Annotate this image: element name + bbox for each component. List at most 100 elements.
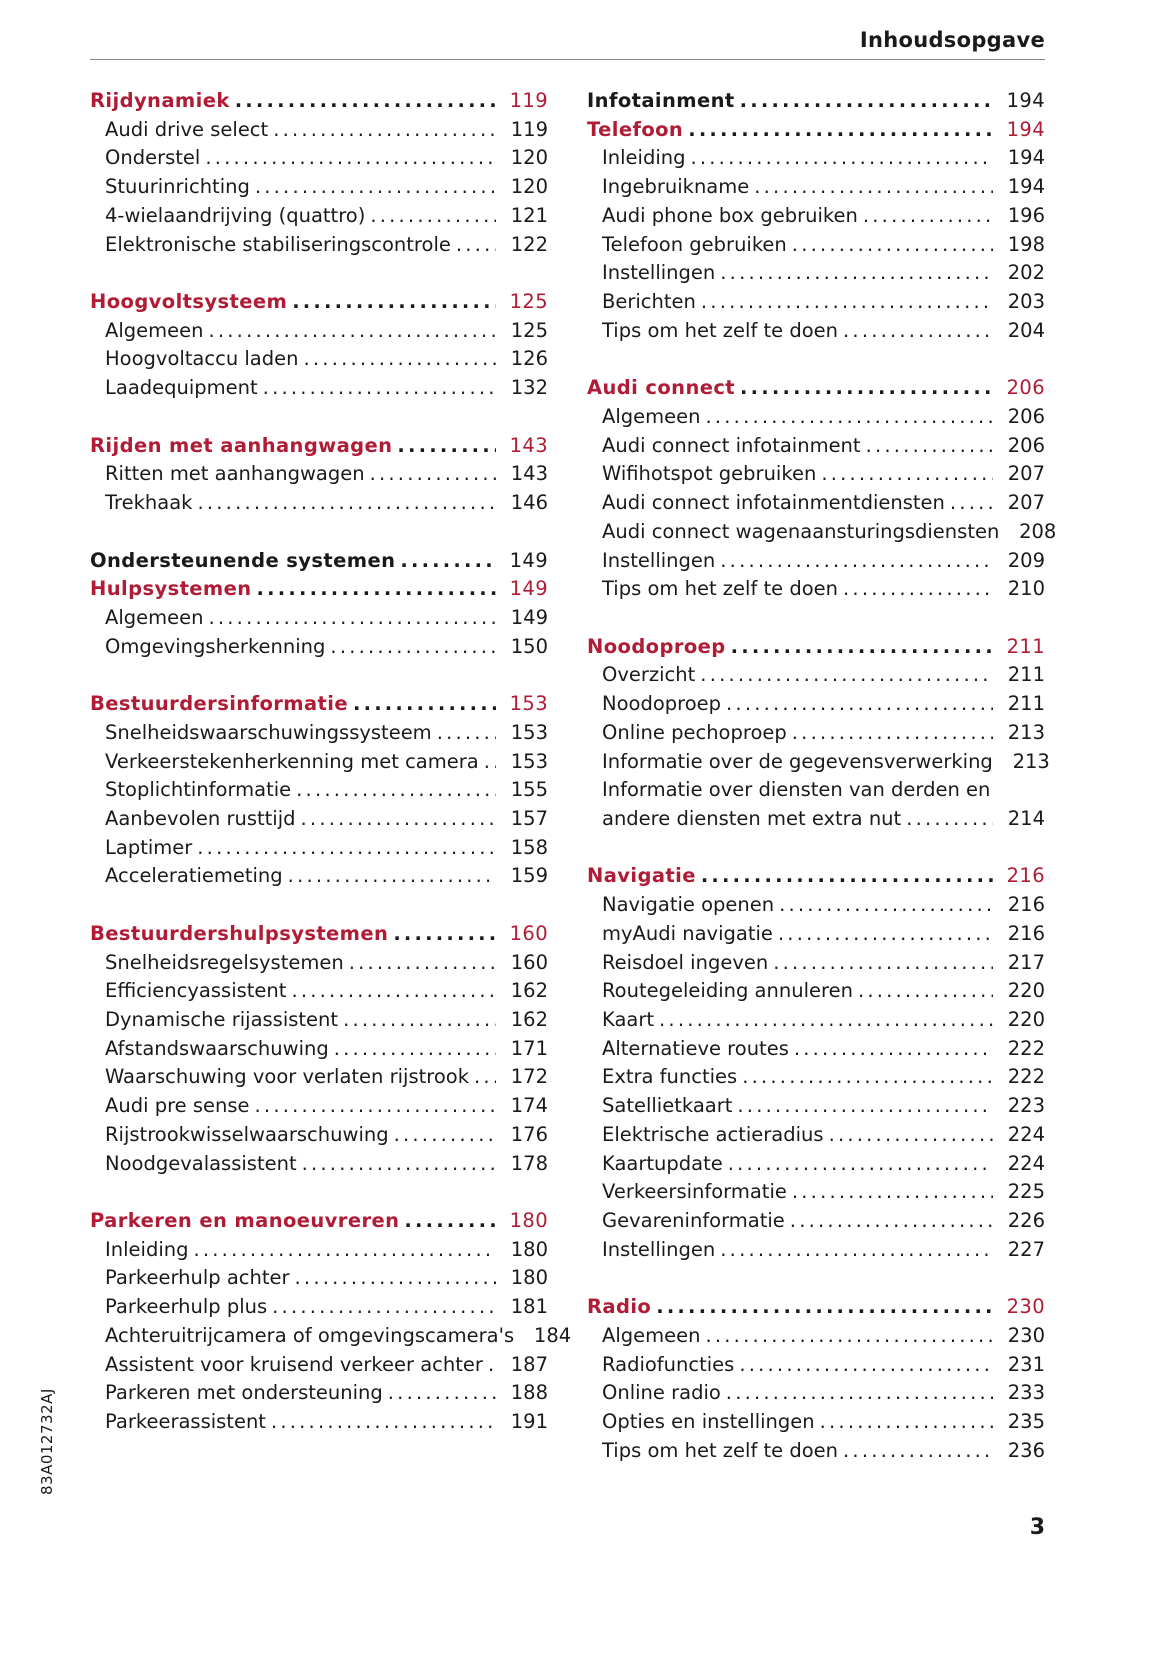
toc-entry[interactable]: Omgevingsherkenning.....................…	[90, 633, 548, 662]
toc-entry[interactable]: Verkeersinformatie......................…	[587, 1178, 1045, 1207]
toc-entry[interactable]: Online pechoproep.......................…	[587, 719, 1045, 748]
toc-entry[interactable]: Audi connect infotainmentdiensten.......…	[587, 489, 1045, 518]
toc-entry[interactable]: Telefoon gebruiken......................…	[587, 231, 1045, 260]
toc-page-number: 181	[510, 1295, 548, 1319]
toc-entry[interactable]: Elektrische actieradius.................…	[587, 1121, 1045, 1150]
toc-spacer	[587, 345, 1045, 374]
toc-entry[interactable]: Achteruitrijcamera of omgevingscamera's.…	[90, 1322, 571, 1351]
toc-entry[interactable]: Efficiencyassistent.....................…	[90, 977, 548, 1006]
toc-entry[interactable]: Audi pre sense..........................…	[90, 1092, 548, 1121]
toc-entry[interactable]: Algemeen................................…	[587, 403, 1045, 432]
toc-entry[interactable]: Online radio............................…	[587, 1379, 1045, 1408]
toc-entry-label: Rijdynamiek	[90, 89, 230, 112]
toc-entry[interactable]: Elektronische stabiliseringscontrole....…	[90, 231, 548, 260]
toc-page-number: 211	[1007, 663, 1045, 687]
toc-section-heading[interactable]: Telefoon................................…	[587, 116, 1045, 145]
dot-leader: ........................................…	[843, 577, 993, 601]
toc-section-heading[interactable]: Rijden met aanhangwagen.................…	[90, 432, 548, 461]
toc-entry[interactable]: Inleiding...............................…	[587, 144, 1045, 173]
toc-section-heading[interactable]: Infotainment............................…	[587, 87, 1045, 116]
toc-entry[interactable]: Snelheidswaarschuwingssysteem...........…	[90, 719, 548, 748]
dot-leader: ........................................…	[436, 720, 496, 744]
toc-section-heading[interactable]: Hulpsystemen............................…	[90, 575, 548, 604]
toc-section-heading[interactable]: Ondersteunende systemen.................…	[90, 547, 548, 576]
toc-section-heading[interactable]: Hoogvoltsysteem.........................…	[90, 288, 548, 317]
toc-entry[interactable]: Overzicht...............................…	[587, 661, 1045, 690]
toc-entry[interactable]: Radiofuncties...........................…	[587, 1351, 1045, 1380]
toc-entry[interactable]: Routegeleiding annuleren................…	[587, 977, 1045, 1006]
toc-entry[interactable]: Rijstrookwisselwaarschuwing.............…	[90, 1121, 548, 1150]
toc-entry[interactable]: Stuurinrichting.........................…	[90, 173, 548, 202]
toc-entry[interactable]: Parkeerhulp plus........................…	[90, 1293, 548, 1322]
toc-entry[interactable]: 4-wielaandrijving (quattro).............…	[90, 202, 548, 231]
toc-entry[interactable]: Informatie over diensten van derden en	[587, 776, 1045, 805]
toc-entry[interactable]: Instellingen............................…	[587, 547, 1045, 576]
toc-entry[interactable]: Inleiding...............................…	[90, 1236, 548, 1265]
toc-section-heading[interactable]: Bestuurdershulpsystemen.................…	[90, 920, 548, 949]
toc-entry[interactable]: Reisdoel ingeven........................…	[587, 949, 1045, 978]
toc-entry[interactable]: Onderstel...............................…	[90, 144, 548, 173]
toc-entry-label: Snelheidsregelsystemen	[105, 950, 344, 974]
toc-entry[interactable]: Kaart...................................…	[587, 1006, 1045, 1035]
toc-entry[interactable]: myAudi navigatie........................…	[587, 920, 1045, 949]
toc-entry[interactable]: Verkeerstekenherkenning met camera......…	[90, 748, 548, 777]
toc-entry[interactable]: Audi phone box gebruiken................…	[587, 202, 1045, 231]
toc-entry[interactable]: Aanbevolen rusttijd.....................…	[90, 805, 548, 834]
toc-section-heading[interactable]: Parkeren en manoeuvreren................…	[90, 1207, 548, 1236]
toc-section-heading[interactable]: Rijdynamiek.............................…	[90, 87, 548, 116]
toc-page-number: 235	[1007, 1410, 1045, 1434]
toc-entry[interactable]: Satellietkaart..........................…	[587, 1092, 1045, 1121]
toc-entry[interactable]: Noodgevalassistent......................…	[90, 1150, 548, 1179]
toc-entry[interactable]: Parkeerassistent........................…	[90, 1408, 548, 1437]
toc-entry[interactable]: Wifihotspot gebruiken...................…	[587, 460, 1045, 489]
toc-entry[interactable]: Audi connect wagenaansturingsdiensten...…	[587, 518, 1056, 547]
toc-entry[interactable]: Tips om het zelf te doen................…	[587, 575, 1045, 604]
toc-section-heading[interactable]: Bestuurdersinformatie...................…	[90, 690, 548, 719]
toc-entry[interactable]: Instellingen............................…	[587, 1236, 1045, 1265]
toc-entry[interactable]: Acceleratiemeting.......................…	[90, 862, 548, 891]
toc-entry[interactable]: Algemeen................................…	[587, 1322, 1045, 1351]
toc-entry[interactable]: Snelheidsregelsystemen..................…	[90, 949, 548, 978]
dot-leader: ........................................…	[819, 1410, 993, 1434]
toc-entry[interactable]: Informatie over de gegevensverwerking...…	[587, 748, 1050, 777]
toc-entry[interactable]: Parkeerhulp achter......................…	[90, 1264, 548, 1293]
toc-entry[interactable]: Tips om het zelf te doen................…	[587, 317, 1045, 346]
toc-entry[interactable]: Opties en instellingen..................…	[587, 1408, 1045, 1437]
toc-entry[interactable]: Laptimer................................…	[90, 834, 548, 863]
toc-entry[interactable]: Alternatieve routes.....................…	[587, 1035, 1045, 1064]
toc-entry[interactable]: Parkeren met ondersteuning..............…	[90, 1379, 548, 1408]
toc-entry[interactable]: Navigatie openen........................…	[587, 891, 1045, 920]
toc-entry-label: Stuurinrichting	[105, 175, 250, 199]
dot-leader: ........................................…	[793, 1036, 993, 1060]
toc-entry-label: Audi pre sense	[105, 1094, 250, 1118]
toc-entry[interactable]: Trekhaak................................…	[90, 489, 548, 518]
toc-spacer	[90, 1178, 548, 1207]
toc-entry[interactable]: Extra functies..........................…	[587, 1063, 1045, 1092]
toc-entry[interactable]: Tips om het zelf te doen................…	[587, 1437, 1045, 1466]
toc-entry[interactable]: Instellingen............................…	[587, 259, 1045, 288]
toc-entry[interactable]: Ritten met aanhangwagen.................…	[90, 460, 548, 489]
toc-section-heading[interactable]: Radio...................................…	[587, 1293, 1045, 1322]
toc-section-heading[interactable]: Audi connect............................…	[587, 374, 1045, 403]
toc-section-heading[interactable]: Noodoproep..............................…	[587, 633, 1045, 662]
toc-entry[interactable]: Stoplichtinformatie.....................…	[90, 776, 548, 805]
toc-section-heading[interactable]: Navigatie...............................…	[587, 862, 1045, 891]
toc-entry[interactable]: Gevareninformatie.......................…	[587, 1207, 1045, 1236]
toc-entry[interactable]: Audi connect infotainment...............…	[587, 432, 1045, 461]
toc-entry[interactable]: Berichten...............................…	[587, 288, 1045, 317]
toc-entry[interactable]: Audi drive select.......................…	[90, 116, 548, 145]
toc-entry[interactable]: Algemeen................................…	[90, 317, 548, 346]
toc-entry[interactable]: Hoogvoltaccu laden......................…	[90, 345, 548, 374]
toc-entry[interactable]: Afstandswaarschuwing....................…	[90, 1035, 548, 1064]
toc-entry[interactable]: Algemeen................................…	[90, 604, 548, 633]
toc-spacer	[90, 891, 548, 920]
toc-entry[interactable]: andere diensten met extra nut...........…	[587, 805, 1045, 834]
toc-entry[interactable]: Ingebruikname...........................…	[587, 173, 1045, 202]
toc-entry[interactable]: Kaartupdate.............................…	[587, 1150, 1045, 1179]
toc-entry[interactable]: Assistent voor kruisend verkeer achter..…	[90, 1351, 548, 1380]
toc-page-number: 213	[1012, 749, 1050, 773]
toc-entry[interactable]: Waarschuwing voor verlaten rijstrook....…	[90, 1063, 548, 1092]
toc-entry[interactable]: Noodoproep..............................…	[587, 690, 1045, 719]
toc-entry[interactable]: Dynamische rijassistent.................…	[90, 1006, 548, 1035]
toc-entry[interactable]: Laadequipment...........................…	[90, 374, 548, 403]
